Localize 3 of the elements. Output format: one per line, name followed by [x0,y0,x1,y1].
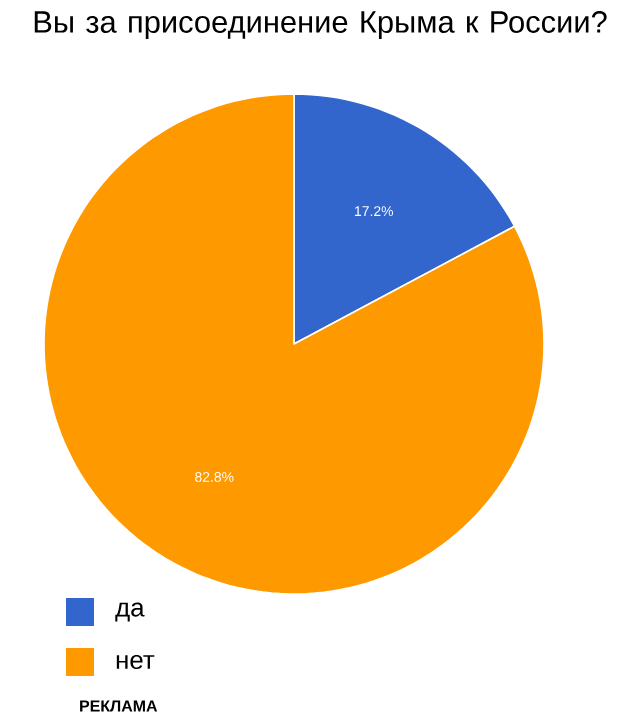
legend-label: нет [116,654,155,670]
legend-label: да [115,602,145,622]
chart-title: Вы за присоединение Крыма к России? [34,11,607,40]
